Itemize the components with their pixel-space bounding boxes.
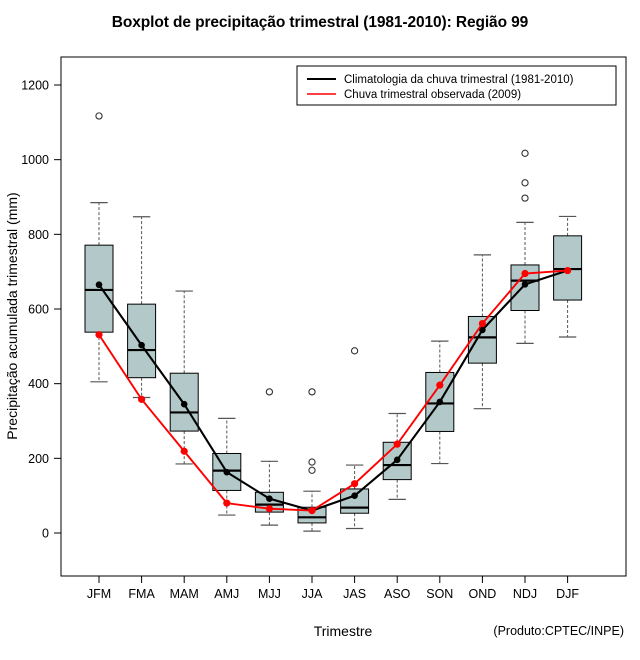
y-tick-label: 400 (28, 377, 49, 391)
series-marker (351, 492, 358, 499)
series-marker (95, 281, 103, 289)
x-axis-title: Trimestre (314, 623, 373, 639)
outlier-point (350, 347, 359, 355)
legend-label-climatology: Climatologia da chuva trimestral (1981-2… (344, 74, 574, 86)
series-marker (308, 507, 316, 515)
y-axis-title: Precipitação acumulada trimestral (mm) (4, 192, 20, 439)
producer-annotation: (Produto:CPTEC/INPE) (493, 624, 624, 638)
x-tick-label-ond: OND (469, 587, 497, 601)
outlier-point (308, 466, 316, 474)
legend-label-observed: Chuva trimestral observada (2009) (344, 89, 521, 101)
series-marker (564, 266, 572, 275)
series-marker (223, 468, 231, 476)
y-tick-label: 0 (42, 527, 49, 541)
boxplot-aso (382, 412, 412, 500)
y-tick-label: 1200 (21, 79, 49, 93)
series-marker (478, 319, 486, 328)
x-tick-label-amj: AMJ (214, 587, 239, 601)
plot-frame (60, 56, 627, 577)
x-tick-label-fma: FMA (128, 587, 155, 601)
outlier-point (308, 458, 316, 466)
y-tick-label: 200 (28, 452, 49, 466)
series-marker (393, 456, 401, 464)
series-marker (521, 281, 529, 288)
legend-frame (296, 65, 617, 106)
outlier-point (95, 112, 103, 120)
series-marker (138, 341, 145, 349)
y-axis: 0 200 400 600 800 1000 1200 (21, 79, 61, 541)
x-tick-label-djf: DJF (556, 587, 579, 601)
box-iqr (84, 244, 114, 333)
series-marker (180, 447, 188, 455)
legend: Climatologia da chuva trimestral (1981-2… (296, 65, 617, 106)
boxplot-ndj (510, 149, 540, 344)
y-tick-label: 600 (28, 303, 49, 317)
x-axis: JFM FMA MAM AMJ MJJ JJA JAS ASO SON OND NDJ DJF (87, 576, 579, 601)
page-title: Boxplot de precipitação trimestral (1981… (111, 14, 529, 31)
x-tick-label-mam: MAM (170, 587, 199, 601)
series-marker (95, 331, 103, 339)
box-iqr (127, 303, 157, 379)
series-marker (436, 381, 444, 389)
x-tick-label-ndj: NDJ (513, 587, 537, 601)
outlier-point (521, 149, 529, 157)
series-marker (223, 499, 231, 507)
x-tick-label-mjj: MJJ (258, 587, 281, 601)
x-tick-label-aso: ASO (384, 587, 411, 601)
series-line (98, 269, 568, 512)
y-tick-label: 1000 (21, 153, 49, 167)
series-marker (266, 495, 273, 502)
x-tick-label-jja: JJA (302, 587, 324, 601)
x-tick-label-son: SON (426, 587, 453, 601)
line-series (95, 266, 572, 515)
series-marker (180, 400, 188, 408)
series-marker (265, 505, 273, 513)
x-tick-label-jfm: JFM (87, 587, 111, 601)
outlier-point (521, 179, 529, 187)
series-marker (479, 326, 486, 334)
boxplot-djf (553, 215, 583, 338)
series-line (98, 269, 568, 512)
x-tick-label-jas: JAS (343, 587, 366, 601)
boxplot-fma (127, 216, 157, 399)
series-marker (138, 395, 146, 403)
outlier-point (308, 388, 316, 396)
outlier-point (265, 388, 274, 396)
outlier-point (521, 194, 529, 202)
boxplot-jas (340, 347, 370, 530)
series-marker (436, 398, 444, 406)
series-observed (95, 266, 572, 515)
series-marker (351, 480, 359, 488)
boxplot-series (84, 112, 583, 532)
series-marker (393, 440, 401, 448)
boxplot-mjj (254, 388, 284, 526)
y-tick-label: 800 (28, 228, 49, 242)
boxplot-jfm (84, 112, 114, 383)
series-marker (521, 269, 529, 278)
